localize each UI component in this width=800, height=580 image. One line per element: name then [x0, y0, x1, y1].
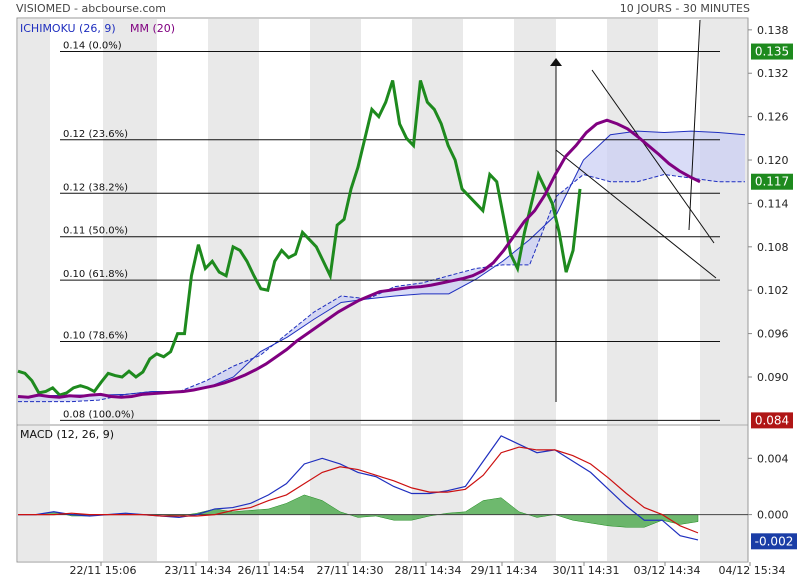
fib-label: 0.12 (38.2%) [63, 182, 128, 193]
day-band [607, 19, 658, 424]
legend-ichimoku: ICHIMOKU (26, 9) [20, 22, 116, 35]
price-y-axis: 0.138 0.132 0.126 0.120 0.114 0.108 0.102 0.096… [748, 24, 789, 384]
x-tick-label: 29/11 14:34 [471, 564, 538, 577]
y-tick-label: 0.102 [757, 284, 789, 297]
day-band [310, 19, 361, 424]
legend-macd: MACD (12, 26, 9) [20, 428, 114, 441]
x-tick-label: 23/11 14:34 [165, 564, 232, 577]
macd-y-axis: 0.004 0.000 [748, 452, 789, 522]
fib-label: 0.12 (23.6%) [63, 129, 128, 140]
day-band [310, 426, 361, 561]
header-right: 10 JOURS - 30 MINUTES [620, 2, 750, 15]
fib-label: 0.11 (50.0%) [63, 226, 128, 237]
y-tick-label: 0.120 [757, 154, 789, 167]
price-labels: 0.135 0.117 0.084 -0.002 [751, 43, 797, 550]
x-tick-label: 28/11 14:34 [395, 564, 462, 577]
day-band [103, 19, 157, 424]
fib-label: 0.10 (78.6%) [63, 331, 128, 342]
day-band [18, 19, 50, 424]
y-tick-label: 0.096 [757, 328, 789, 341]
fib-label: 0.14 (0.0%) [63, 41, 122, 52]
day-band [514, 426, 556, 561]
cloud-area [18, 131, 745, 402]
macd-tick-label: 0.004 [757, 452, 789, 465]
day-band [208, 426, 259, 561]
legend-mm: MM (20) [130, 22, 175, 35]
day-band [700, 19, 748, 424]
trend-line [555, 149, 717, 279]
day-band [607, 426, 658, 561]
day-band [18, 426, 50, 561]
macd-lines [18, 435, 748, 541]
trend-line [688, 19, 701, 231]
price-label-high: 0.135 [751, 43, 793, 60]
day-band [208, 19, 259, 424]
price-label-last: 0.117 [751, 173, 793, 190]
trend-lines [550, 19, 717, 402]
day-band [514, 19, 556, 424]
macd-line [18, 435, 699, 541]
price-lines [17, 80, 701, 399]
y-tick-label: 0.132 [757, 67, 789, 80]
y-tick-label: 0.138 [757, 24, 789, 37]
svg-text:0.084: 0.084 [755, 413, 789, 427]
day-band [103, 426, 157, 561]
x-tick-label: 03/12 14:34 [634, 564, 701, 577]
x-tick-label: 22/11 15:06 [70, 564, 137, 577]
macd-tick-label: 0.000 [757, 509, 789, 522]
chikou-line [17, 80, 582, 397]
svg-text:-0.002: -0.002 [755, 534, 794, 548]
header-left: VISIOMED - abcbourse.com [16, 2, 166, 15]
y-tick-label: 0.090 [757, 371, 789, 384]
x-tick-label: 27/11 14:30 [317, 564, 384, 577]
day-band [700, 426, 748, 561]
x-axis: 22/11 15:06 23/11 14:34 26/11 14:54 27/11 1… [70, 562, 786, 577]
trend-line [591, 69, 715, 244]
signal-line [18, 446, 699, 534]
x-tick-label: 30/11 14:31 [553, 564, 620, 577]
macd-last-label: -0.002 [751, 533, 797, 550]
svg-text:0.117: 0.117 [755, 175, 789, 189]
price-label-low: 0.084 [751, 412, 793, 429]
x-tick-label: 04/12 15:34 [719, 564, 786, 577]
background-stripes [18, 19, 748, 561]
macd-panel-frame [16, 424, 749, 563]
y-tick-label: 0.126 [757, 111, 789, 124]
mm-line [17, 118, 701, 399]
fib-label: 0.10 (61.8%) [63, 269, 128, 280]
day-band [412, 19, 463, 424]
y-tick-label: 0.114 [757, 197, 789, 210]
fib-label: 0.08 (100.0%) [63, 409, 134, 420]
svg-text:0.135: 0.135 [755, 45, 789, 59]
arrow-marker [550, 58, 562, 66]
y-tick-label: 0.108 [757, 241, 789, 254]
x-tick-label: 26/11 14:54 [238, 564, 305, 577]
